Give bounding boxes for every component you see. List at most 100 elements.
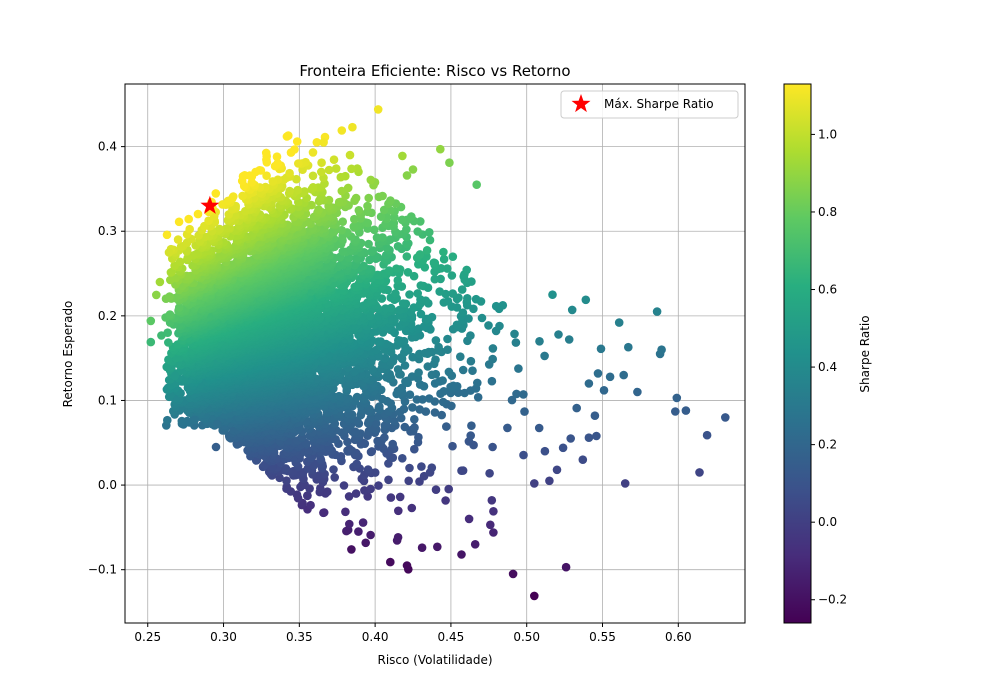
scatter-point — [370, 468, 380, 477]
scatter-point — [352, 459, 362, 469]
scatter-point — [512, 389, 521, 399]
scatter-point — [466, 331, 475, 340]
scatter-point — [177, 416, 187, 426]
scatter-point — [471, 294, 481, 304]
scatter-point — [330, 473, 340, 482]
scatter-point — [281, 464, 291, 473]
scatter-point — [488, 354, 498, 364]
scatter-point — [391, 289, 400, 298]
scatter-point — [488, 344, 498, 353]
scatter-point — [449, 381, 458, 391]
scatter-point — [395, 492, 405, 502]
scatter-point — [422, 246, 432, 255]
scatter-point — [371, 419, 381, 428]
scatter-point — [402, 252, 412, 261]
scatter-point — [282, 482, 292, 492]
scatter-point — [163, 415, 172, 425]
scatter-point — [491, 301, 501, 311]
scatter-point — [407, 372, 417, 381]
scatter-point — [393, 242, 403, 251]
scatter-point — [534, 423, 544, 433]
scatter-point — [319, 508, 329, 517]
scatter-point — [393, 533, 403, 542]
scatter-point — [435, 287, 445, 296]
scatter-point — [430, 408, 440, 417]
scatter-point — [345, 444, 354, 454]
scatter-point — [425, 235, 435, 245]
scatter-point — [381, 304, 390, 313]
scatter-point — [473, 393, 483, 402]
scatter-point — [417, 462, 426, 471]
scatter-point — [514, 364, 523, 373]
scatter-point — [361, 538, 371, 548]
scatter-point — [458, 466, 468, 475]
scatter-point — [468, 366, 477, 376]
scatter-point — [380, 353, 390, 363]
scatter-point — [341, 507, 350, 517]
scatter-point — [444, 484, 454, 494]
scatter-point — [374, 481, 383, 490]
scatter-point — [485, 469, 494, 478]
scatter-point — [394, 336, 403, 345]
scatter-point — [384, 475, 393, 485]
scatter-point — [414, 432, 423, 442]
scatter-point — [431, 355, 440, 365]
scatter-point — [467, 421, 476, 431]
scatter-point — [393, 276, 403, 285]
scatter-point — [351, 489, 361, 498]
scatter-point — [344, 492, 354, 501]
scatter-point — [427, 370, 437, 380]
scatter-point — [386, 493, 396, 502]
scatter-point — [399, 404, 409, 414]
scatter-point — [431, 336, 441, 345]
scatter-point — [462, 265, 472, 275]
scatter-point — [458, 365, 468, 375]
scatter-point — [438, 397, 448, 407]
scatter-point — [347, 545, 356, 554]
scatter-point — [424, 347, 434, 357]
scatter-point — [405, 390, 415, 400]
scatter-point — [519, 450, 528, 460]
scatter-point — [453, 388, 463, 398]
scatter-point — [410, 444, 419, 454]
scatter-point — [443, 345, 452, 355]
scatter-point — [448, 441, 457, 451]
scatter-point — [164, 338, 173, 347]
scatter-point — [407, 503, 417, 513]
scatter-point — [430, 274, 440, 284]
scatter-point — [510, 329, 519, 339]
scatter-point — [448, 252, 458, 261]
scatter-point — [443, 297, 453, 306]
scatter-point — [429, 258, 439, 268]
scatter-point — [393, 365, 403, 374]
scatter-point — [163, 328, 172, 338]
scatter-point — [503, 423, 512, 433]
scatter-point — [439, 387, 449, 396]
scatter-point — [366, 484, 375, 494]
scatter-point — [495, 321, 504, 331]
scatter-point — [400, 361, 410, 370]
scatter-point — [367, 447, 377, 456]
scatter-point — [388, 439, 398, 449]
scatter-point — [405, 290, 414, 299]
scatter-point — [540, 351, 549, 361]
scatter-point — [282, 476, 291, 486]
scatter-point — [427, 463, 437, 473]
scatter-point — [339, 481, 349, 490]
scatter-point — [397, 383, 407, 393]
scatter-point — [487, 376, 497, 386]
scatter-point — [477, 313, 487, 323]
scatter-point — [410, 423, 419, 432]
scatter-point — [413, 227, 423, 236]
scatter-point — [511, 338, 521, 347]
scatter-point — [415, 349, 424, 359]
scatter-point — [352, 392, 362, 402]
scatter-point — [405, 463, 414, 473]
scatter-point — [444, 367, 454, 377]
scatter-point — [424, 394, 434, 403]
scatter-point — [408, 352, 418, 362]
scatter-point — [306, 500, 315, 510]
scatter-point — [439, 247, 448, 257]
scatter-point — [413, 289, 423, 298]
